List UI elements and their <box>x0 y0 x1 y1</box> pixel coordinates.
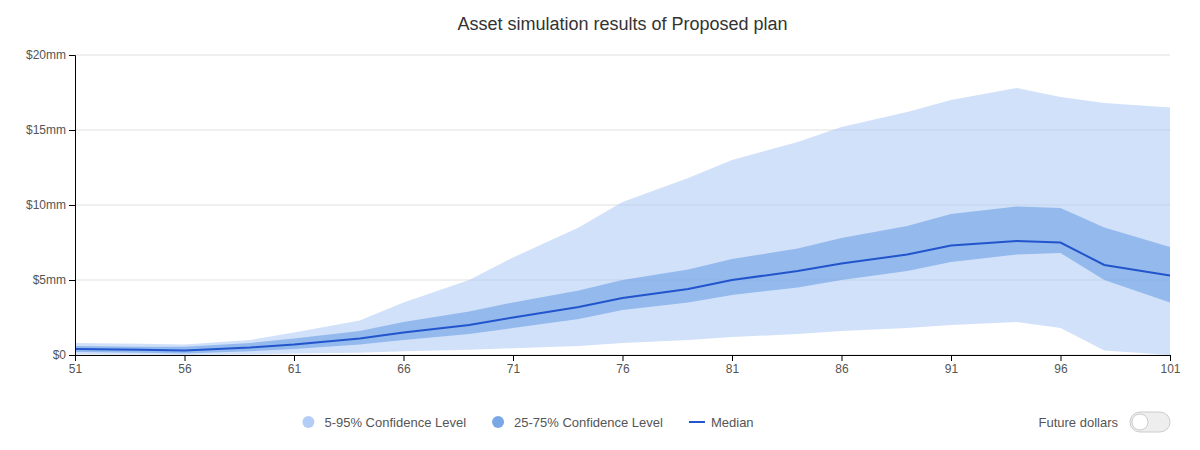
tick-mark <box>294 355 295 361</box>
tick-mark <box>404 355 405 361</box>
tick-label: $15mm <box>26 123 66 137</box>
tick-label: 61 <box>288 362 302 376</box>
band <box>75 207 1170 354</box>
tick: $0 <box>53 348 75 362</box>
tick-mark <box>951 355 952 361</box>
legend-item: 5-95% Confidence Level <box>302 415 466 430</box>
tick-label: 71 <box>507 362 521 376</box>
tick: 86 <box>835 355 849 376</box>
plot: 51566166717681869196101$0$5mm$10mm$15mm$… <box>26 48 1181 375</box>
annotation: Future dollars <box>1039 415 1119 430</box>
toggle-knob <box>1132 414 1148 430</box>
tick-label: 66 <box>397 362 411 376</box>
tick-label: 96 <box>1054 362 1068 376</box>
tick: 76 <box>616 355 630 376</box>
tick-label: 101 <box>1160 362 1180 376</box>
axis-line <box>69 56 76 356</box>
x-axis: 51 56 61 66 71 76 81 86 91 96 101 <box>69 355 1181 376</box>
axis-line <box>76 356 1171 362</box>
tick-label: 51 <box>69 362 83 376</box>
tick: 51 <box>69 355 83 376</box>
legend-item: 25-75% Confidence Level <box>492 415 663 430</box>
tick-mark <box>732 355 733 361</box>
tick: $15mm <box>26 123 75 137</box>
toggle <box>1130 412 1170 432</box>
legend-symbol <box>689 421 705 423</box>
legend-label: 25-75% Confidence Level <box>514 415 663 430</box>
grid-line <box>75 55 1170 56</box>
tick-label: 86 <box>835 362 849 376</box>
y-axis: $0 $5mm $10mm $15mm $20mm <box>26 48 76 362</box>
tick-label: 91 <box>945 362 959 376</box>
tick: $5mm <box>33 273 75 287</box>
tick: 101 <box>1160 355 1180 376</box>
marks <box>75 88 1170 355</box>
tick-mark <box>69 205 75 206</box>
tick-label: $0 <box>53 348 67 362</box>
tick-mark <box>623 355 624 361</box>
legend-label: 5-95% Confidence Level <box>324 415 466 430</box>
tick-mark <box>185 355 186 361</box>
tick: 81 <box>726 355 740 376</box>
toggle-track <box>1130 412 1170 432</box>
legend: 5-95% Confidence Level 25-75% Confidence … <box>302 415 753 430</box>
tick: 61 <box>288 355 302 376</box>
tick: $20mm <box>26 48 75 62</box>
tick: 96 <box>1054 355 1068 376</box>
tick: 91 <box>945 355 959 376</box>
tick-mark <box>1061 355 1062 361</box>
chart: 51566166717681869196101$0$5mm$10mm$15mm$… <box>0 0 1200 450</box>
tick-mark <box>69 355 75 356</box>
tick-label: 56 <box>178 362 192 376</box>
legend-label: Median <box>711 415 754 430</box>
tick-mark <box>69 130 75 131</box>
tick: 66 <box>397 355 411 376</box>
band <box>75 88 1170 355</box>
tick-label: $20mm <box>26 48 66 62</box>
tick: $10mm <box>26 198 75 212</box>
tick-mark <box>842 355 843 361</box>
line <box>75 241 1170 351</box>
tick-mark <box>69 280 75 281</box>
tick-mark <box>69 55 75 56</box>
tick-mark <box>1170 355 1171 361</box>
tick-label: $10mm <box>26 198 66 212</box>
tick-label: $5mm <box>33 273 66 287</box>
legend-symbol <box>492 416 504 428</box>
tick-mark <box>513 355 514 361</box>
legend-symbol <box>302 416 314 428</box>
tick: 56 <box>178 355 192 376</box>
tick-label: 76 <box>616 362 630 376</box>
legend-item: Median <box>689 415 754 430</box>
tick: 71 <box>507 355 521 376</box>
grid <box>75 55 1170 355</box>
title: Asset simulation results of Proposed pla… <box>457 14 787 34</box>
tick-label: 81 <box>726 362 740 376</box>
